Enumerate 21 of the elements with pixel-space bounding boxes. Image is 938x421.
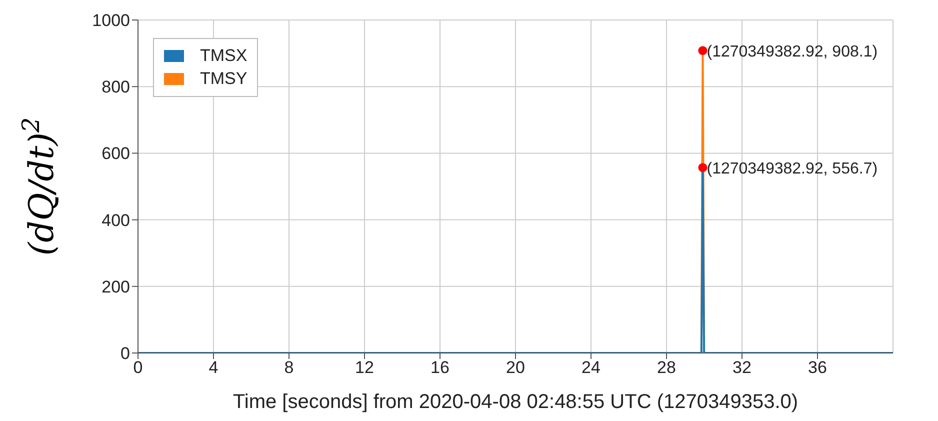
- x-tick-label: 24: [582, 358, 600, 378]
- y-tick-label: 600: [102, 144, 130, 164]
- x-tick-label: 16: [430, 358, 450, 378]
- x-tick-label: 0: [133, 358, 143, 378]
- y-tick-label: 0: [120, 344, 130, 364]
- x-tick-label: 32: [732, 358, 752, 378]
- y-tick-label: 400: [102, 210, 130, 230]
- x-tick-label: 8: [284, 358, 294, 378]
- annotation: (1270349382.92, 908.1): [706, 43, 878, 60]
- annotation: (1270349382.92, 556.7): [706, 160, 878, 178]
- x-tick-label: 28: [657, 358, 676, 378]
- x-tick-label: 20: [506, 358, 525, 378]
- y-tick-label: 200: [102, 277, 130, 296]
- y-tick-label: 800: [102, 78, 130, 97]
- x-axis-title: Time [seconds] from 2020-04-08 02:48:55 UTC (1270349353.0): [232, 391, 798, 413]
- legend-label: TMSX: [200, 46, 248, 66]
- x-tick-label: 36: [808, 358, 827, 378]
- x-tick-label: 4: [208, 358, 218, 378]
- legend-label: TMSY: [200, 69, 248, 89]
- y-tick-label: 1000: [92, 11, 130, 30]
- x-tick-label: 12: [355, 358, 374, 378]
